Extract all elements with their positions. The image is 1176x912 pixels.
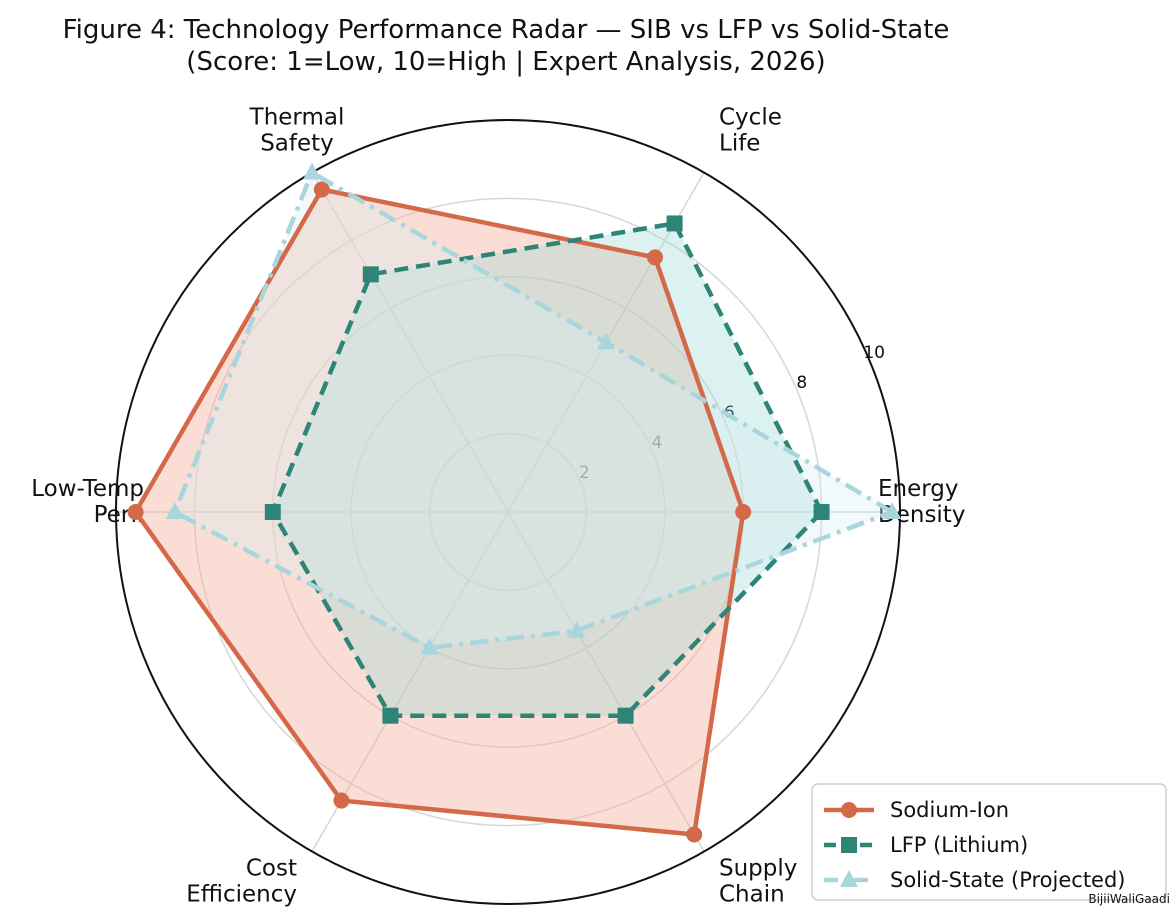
- tick-label-10: 10: [863, 343, 885, 363]
- grid-spoke-supply_chain: [507, 511, 705, 852]
- axis-label-line: Thermal: [249, 105, 345, 131]
- legend-box: [811, 783, 1167, 901]
- data-point: [735, 504, 752, 520]
- axis-label-energy_density: Energy Density: [878, 476, 965, 528]
- axis-label-line: Supply: [719, 855, 797, 881]
- legend-marker: [841, 837, 857, 853]
- axis-label-cycle_life: Cycle Life: [719, 105, 782, 157]
- axis-label-cost_efficiency: Cost Efficiency: [186, 855, 297, 907]
- legend-label-2: Solid-State (Projected): [890, 868, 1126, 892]
- data-point: [165, 502, 184, 519]
- axis-label-line: Low-Temp: [31, 476, 144, 502]
- series-layer: [127, 162, 902, 843]
- data-point: [362, 266, 379, 283]
- data-point: [686, 826, 703, 843]
- data-point: [303, 162, 321, 180]
- data-point: [883, 502, 902, 519]
- axis-label-line: Efficiency: [186, 881, 297, 907]
- data-point: [420, 637, 439, 655]
- series-2: [165, 162, 902, 655]
- axis-label-thermal_safety: Thermal Safety: [249, 105, 345, 157]
- legend-marker: [840, 870, 858, 887]
- series-0: [127, 181, 752, 843]
- data-point: [127, 504, 144, 520]
- data-point: [666, 215, 683, 232]
- data-point: [333, 792, 350, 809]
- series-fill-2: [174, 172, 893, 648]
- axis-label-line: Life: [719, 131, 760, 157]
- series-fill-0: [135, 189, 744, 835]
- tick-label-8: 8: [796, 373, 807, 393]
- axis-label-line: Cycle: [719, 105, 782, 131]
- data-point: [813, 504, 830, 520]
- data-point: [617, 707, 634, 724]
- legend: Sodium-Ion LFP (Lithium) Solid-State (Proj…: [811, 783, 1167, 901]
- outer-ring: [115, 119, 901, 905]
- chart-subtitle: (Score: 1=Low, 10=High | Expert Analysis…: [186, 47, 825, 77]
- axis-label-line: Safety: [260, 131, 334, 157]
- series-1: [264, 215, 830, 724]
- axis-label-line: Cost: [246, 855, 297, 881]
- legend-label-0: Sodium-Ion: [890, 798, 1009, 822]
- data-point: [382, 707, 399, 724]
- chart-title: Figure 4: Technology Performance Radar —…: [63, 15, 950, 45]
- axis-label-line: Energy: [878, 476, 959, 502]
- data-point: [313, 181, 330, 198]
- data-point: [567, 620, 586, 638]
- tick-label-4: 4: [651, 433, 662, 453]
- watermark: BijiiWaliGaadi: [1088, 892, 1170, 906]
- data-point: [597, 332, 615, 350]
- legend-marker: [841, 802, 857, 818]
- data-point: [647, 249, 663, 266]
- legend-label-1: LFP (Lithium): [890, 833, 1028, 857]
- axis-label-line: Chain: [719, 881, 785, 907]
- axis-label-supply_chain: Supply Chain: [719, 855, 797, 907]
- grid-spoke-thermal_safety: [311, 172, 509, 513]
- axis-label-low_temp: Low-Temp Perf.: [31, 476, 144, 528]
- data-point: [264, 504, 281, 520]
- tick-label-2: 2: [579, 463, 590, 483]
